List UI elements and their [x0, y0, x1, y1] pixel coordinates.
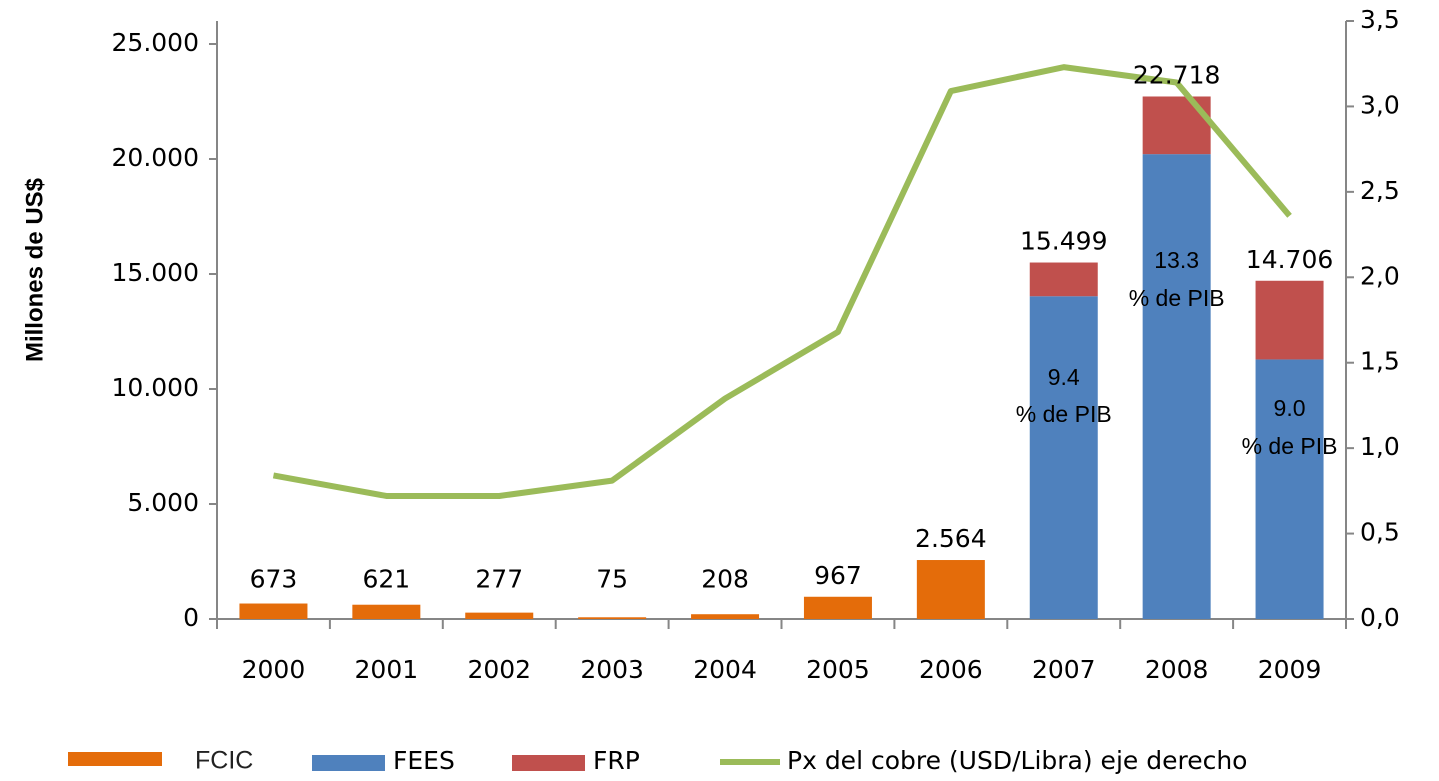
y2-tick-label: 3,0: [1360, 90, 1400, 119]
legend-label: FEES: [393, 746, 455, 775]
total-label: 22.718: [1133, 60, 1220, 89]
y-tick-label: 0: [183, 603, 199, 632]
x-tick-label: 2002: [467, 655, 531, 684]
y-axis-label: Millones de US$: [21, 177, 48, 362]
bar: [916, 560, 985, 619]
x-tick-label: 2008: [1145, 655, 1209, 684]
legend-label: FCIC: [195, 747, 253, 775]
legend-label: Px del cobre (USD/Libra) eje derecho: [787, 746, 1247, 775]
total-label: 208: [701, 565, 749, 594]
x-tick-label: 2007: [1032, 655, 1096, 684]
y-tick-label: 5.000: [127, 488, 199, 517]
y2-tick-label: 1,0: [1360, 432, 1400, 461]
total-label: 14.706: [1246, 245, 1333, 274]
legend-label: FRP: [593, 746, 640, 775]
x-tick-label: 2009: [1258, 655, 1322, 684]
total-label: 15.499: [1020, 227, 1107, 256]
bar: [803, 596, 872, 619]
y-tick-label: 20.000: [112, 143, 199, 172]
bar: [465, 612, 534, 619]
legend-swatch: [68, 752, 162, 766]
y2-tick-label: 3,5: [1360, 5, 1400, 34]
bar: [1029, 296, 1098, 619]
x-tick-label: 2005: [806, 655, 870, 684]
total-label: 2.564: [915, 524, 987, 553]
annotation: % de PIB: [1016, 401, 1112, 427]
total-label: 621: [362, 565, 410, 594]
annotation: 13.3: [1154, 247, 1199, 273]
annotation: 9.4: [1048, 364, 1080, 390]
bar: [691, 614, 760, 619]
total-label: 75: [596, 565, 628, 594]
bar: [352, 604, 421, 619]
bar: [1142, 154, 1211, 619]
total-label: 673: [250, 565, 298, 594]
annotation: 9.0: [1274, 395, 1306, 421]
x-tick-label: 2004: [693, 655, 757, 684]
y-tick-label: 15.000: [112, 258, 199, 287]
x-tick-label: 2006: [919, 655, 983, 684]
x-tick-label: 2000: [242, 655, 306, 684]
y-tick-label: 25.000: [112, 28, 199, 57]
legend-swatch: [512, 755, 585, 771]
line: [272, 64, 1292, 499]
bar: [1029, 262, 1098, 297]
bar: [1142, 96, 1211, 155]
annotation: % de PIB: [1242, 433, 1338, 459]
y-tick-label: 10.000: [112, 373, 199, 402]
y2-tick-label: 2,0: [1360, 261, 1400, 290]
total-label: 967: [814, 561, 862, 590]
total-label: 277: [475, 565, 523, 594]
y2-tick-label: 0,0: [1360, 603, 1400, 632]
legend-swatch: [312, 755, 385, 771]
bar: [578, 617, 647, 619]
y2-tick-label: 1,5: [1360, 347, 1400, 376]
y2-tick-label: 0,5: [1360, 518, 1400, 547]
annotation: % de PIB: [1129, 285, 1225, 311]
x-tick-label: 2003: [580, 655, 644, 684]
x-tick-label: 2001: [355, 655, 419, 684]
bar: [1255, 280, 1324, 360]
y2-tick-label: 2,5: [1360, 176, 1400, 205]
bar: [1255, 359, 1324, 619]
bar: [239, 603, 308, 619]
